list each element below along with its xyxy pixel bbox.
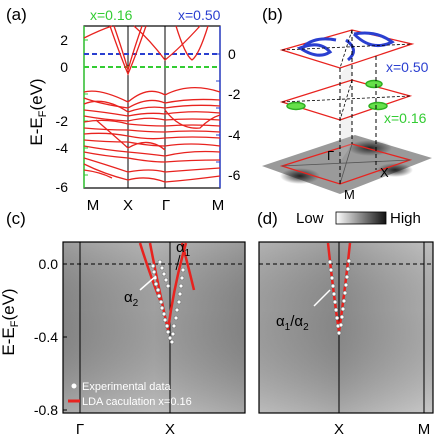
panel-a-label: (a) [6, 5, 27, 24]
c-k-Gamma: Γ [76, 421, 84, 438]
a-left-tick-0: 0 [60, 59, 68, 75]
b-sym-M: M [344, 187, 355, 202]
c-alpha2: α2 [124, 289, 139, 309]
panel-c-frame [62, 241, 246, 414]
a-left-tick-m4: -4 [56, 140, 69, 156]
colorbar-low: Low [296, 210, 324, 227]
b-label-x050: x=0.50 [386, 59, 429, 75]
panel-d: (d) α1/α2 X M [257, 209, 434, 438]
bz-top-diag2 [339, 29, 353, 69]
a-k-X: X [123, 197, 133, 214]
c-alpha1: α1 [176, 239, 191, 259]
legend-lda-label: LDA caculation x=0.16 [82, 396, 192, 408]
b-sym-gamma: Γ [327, 148, 334, 163]
colorbar: Low High [296, 210, 421, 227]
alpha1-pointer [175, 254, 181, 271]
a-right-tick-0: 0 [228, 46, 236, 62]
fermi-pockets-x016 [286, 79, 388, 111]
c-ytick-m08: -0.8 [34, 402, 58, 418]
band-structure [83, 25, 221, 183]
colorbar-gradient [335, 211, 387, 225]
c-ylabel: E-EF(eV) [0, 288, 21, 355]
exp-dots-c [150, 259, 186, 345]
a-ylabel: E-EF(eV) [27, 78, 49, 145]
a-left-tick-2: 2 [60, 32, 68, 48]
c-ytick-0: 0.0 [39, 256, 59, 272]
a-right-tick-m4: -4 [228, 127, 241, 143]
b-sym-X: X [380, 165, 389, 180]
a-left-tick-m6: -6 [56, 179, 69, 195]
panel-b: (b) [262, 5, 432, 202]
panel-a: (a) x=0.16 x=0.50 2 0 -2 -4 -6 0 -2 -4 -… [6, 5, 241, 214]
legend-exp-label: Experimental data [82, 381, 172, 393]
legend-exp-marker [71, 383, 77, 389]
d-alpha-arrow [313, 289, 331, 307]
colorbar-high: High [390, 210, 421, 227]
panel-c-label: (c) [6, 209, 26, 228]
projection-lines [339, 30, 377, 184]
d-k-M: M [418, 421, 431, 438]
bz-bottom-diag2 [339, 143, 353, 185]
bz-middle-diag1 [281, 95, 411, 103]
panel-d-frame [258, 241, 434, 414]
a-right-tick-m2: -2 [228, 86, 241, 102]
a-k-M2: M [212, 197, 225, 214]
c-ytick-m04: -0.4 [34, 329, 58, 345]
a-right-tick-m6: -6 [228, 167, 241, 183]
a-k-M1: M [87, 197, 100, 214]
map-spot-1 [280, 168, 320, 184]
right-tick-marks [216, 53, 220, 163]
c-tick-marks [63, 263, 67, 411]
d-k-X: X [334, 421, 344, 438]
panel-c: (c) α1 α2 [0, 209, 246, 438]
panel-d-label: (d) [257, 209, 278, 228]
map-spot-3 [377, 163, 413, 177]
a-k-Gamma: Γ [162, 197, 170, 214]
legend-x050: x=0.50 [178, 7, 221, 23]
bz-middle-diag2 [339, 79, 353, 121]
c-k-X: X [165, 421, 175, 438]
b-label-x016: x=0.16 [384, 110, 427, 126]
exp-dots-d [327, 258, 352, 336]
legend-x016: x=0.16 [90, 7, 133, 23]
d-alpha-label: α1/α2 [276, 313, 309, 333]
panel-b-label: (b) [262, 5, 283, 24]
a-left-tick-m2: -2 [56, 113, 69, 129]
alpha2-arrow [139, 275, 157, 291]
